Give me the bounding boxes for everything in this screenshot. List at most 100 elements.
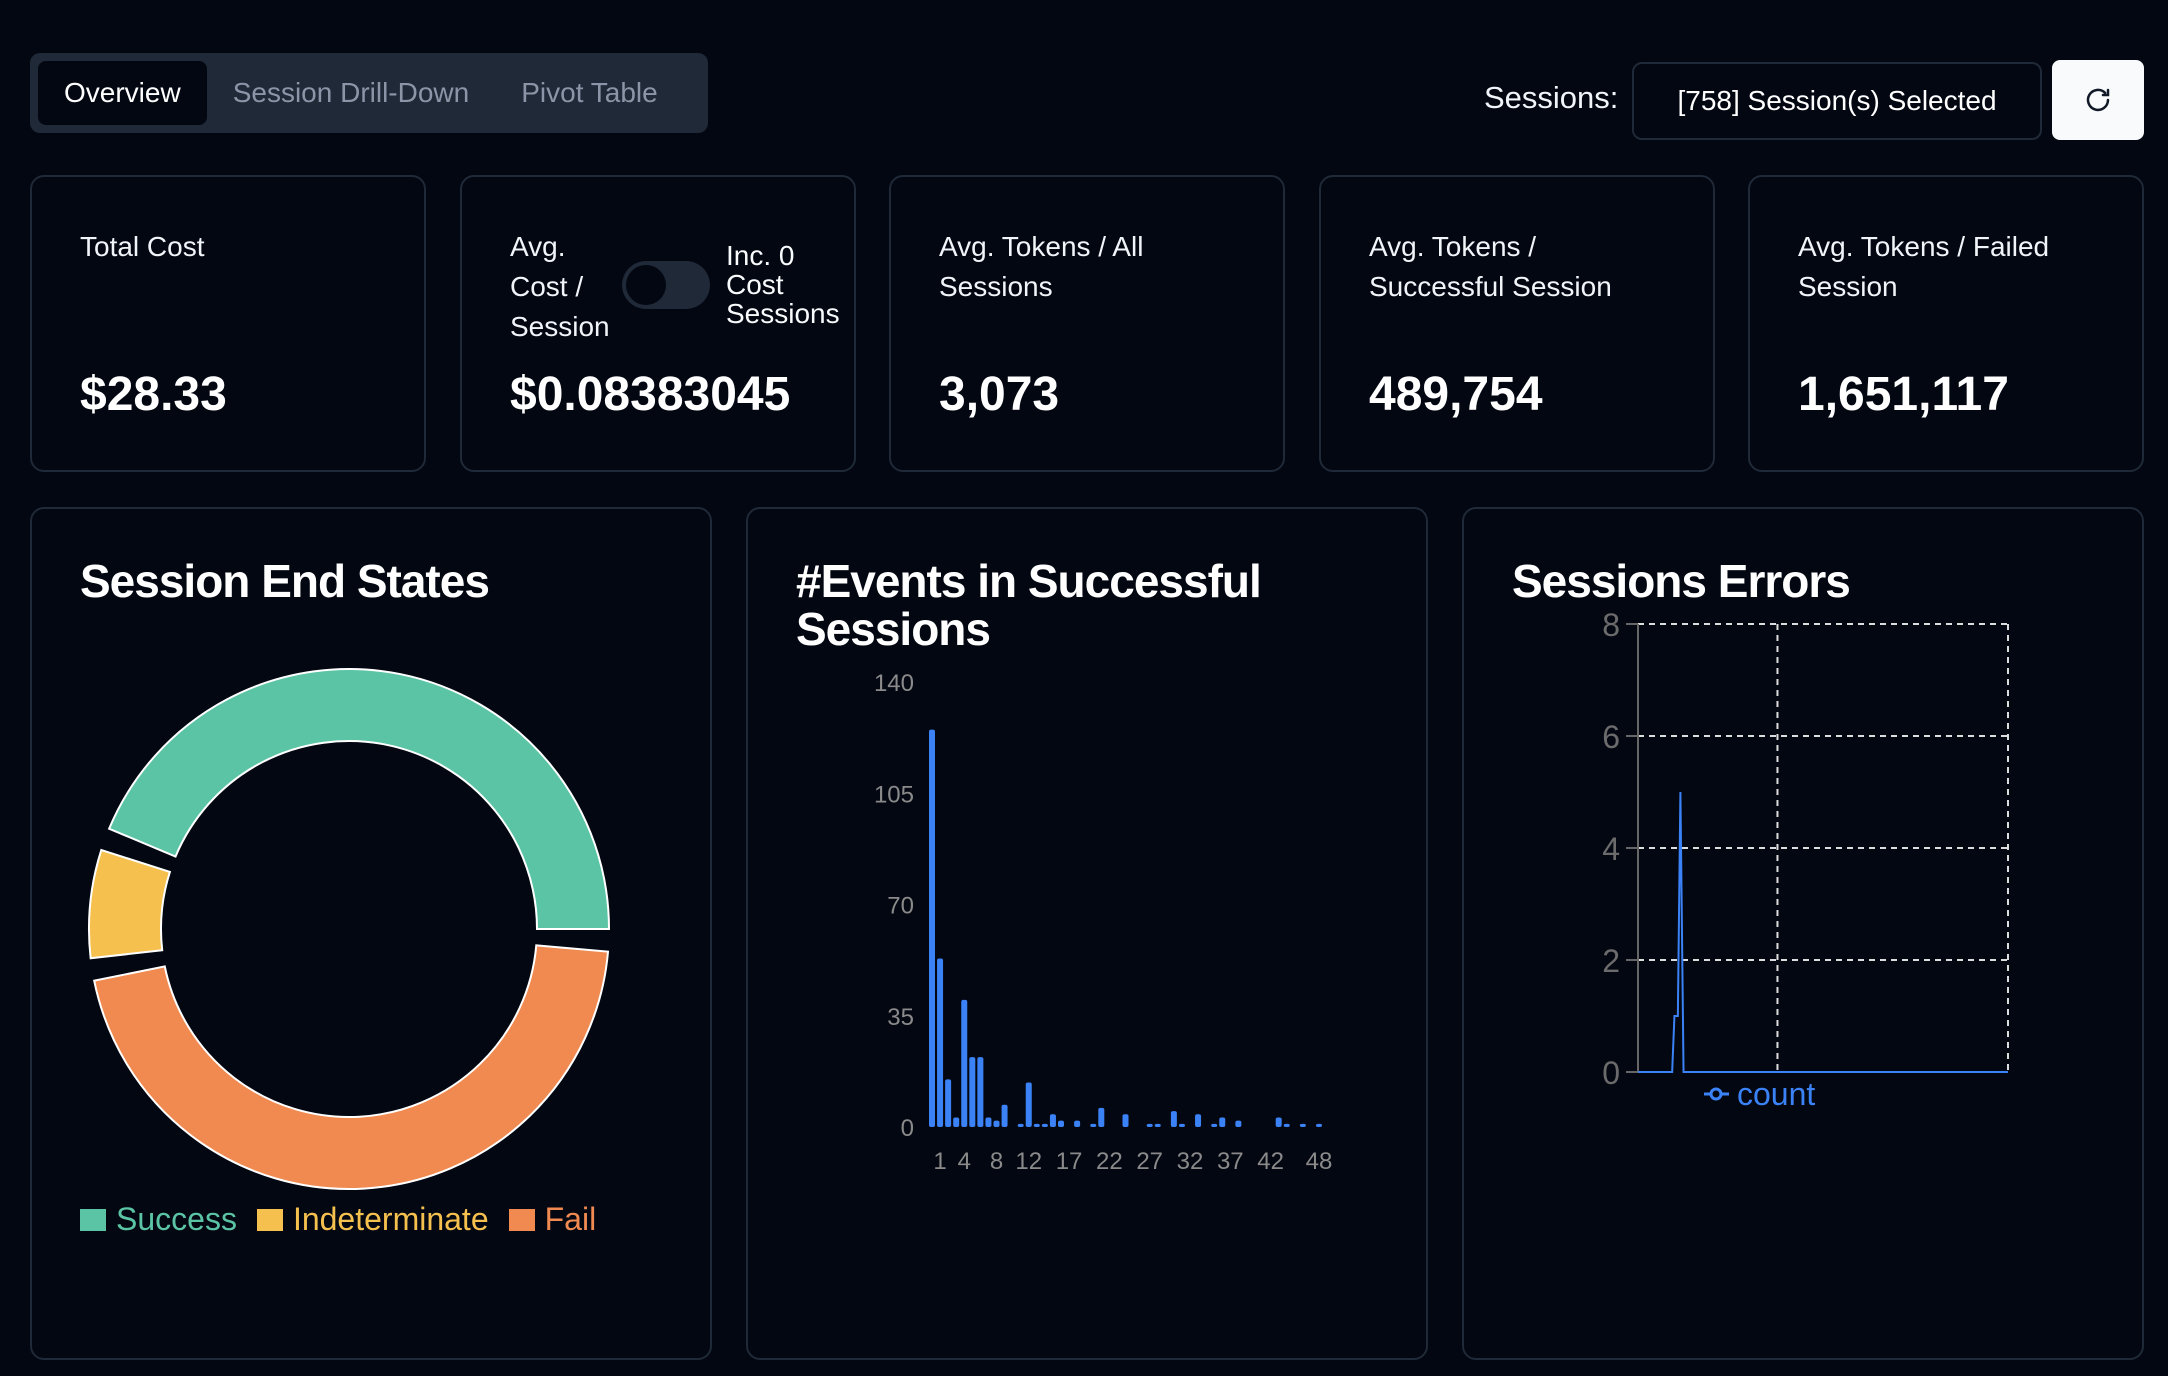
- chart-title: #Events in Successful Sessions: [796, 555, 1262, 655]
- y-tick-label: 6: [1602, 719, 1620, 755]
- donut-slice-indeterminate: [88, 848, 172, 960]
- x-tick-label: 17: [1056, 1148, 1083, 1175]
- bar: [1074, 1120, 1081, 1127]
- kpi-value: $28.33: [80, 368, 227, 421]
- bar: [1195, 1114, 1202, 1127]
- bar: [953, 1117, 960, 1127]
- session-select[interactable]: [758] Session(s) Selected: [1632, 62, 2042, 140]
- x-tick-label: 37: [1217, 1148, 1244, 1175]
- x-tick-label: 8: [990, 1148, 1003, 1175]
- legend-swatch: [80, 1209, 106, 1231]
- donut-legend: Success Indeterminate Fail: [80, 1201, 596, 1238]
- y-tick-label: 0: [1602, 1055, 1620, 1091]
- bar: [961, 999, 968, 1127]
- kpi-avg-tokens-all: Avg. Tokens / All Sessions 3,073: [889, 175, 1285, 472]
- bar: [1146, 1123, 1153, 1127]
- bar: [1049, 1114, 1056, 1127]
- legend-swatch: [508, 1209, 535, 1231]
- bar: [1025, 1082, 1032, 1127]
- kpi-value: 1,651,117: [1798, 368, 2009, 421]
- refresh-icon: [2086, 88, 2110, 112]
- x-tick-label: 32: [1177, 1148, 1204, 1175]
- toggle-label: Inc. 0 Cost Sessions: [726, 240, 840, 329]
- toggle-knob: [626, 265, 666, 305]
- bar: [969, 1057, 976, 1127]
- legend-item-success[interactable]: Success: [80, 1201, 237, 1238]
- chart-title: Sessions Errors: [1512, 555, 1851, 607]
- y-tick-label: 0: [901, 1115, 914, 1142]
- y-tick-label: 8: [1602, 607, 1620, 643]
- x-tick-label: 22: [1096, 1148, 1123, 1175]
- y-tick-label: 4: [1602, 831, 1620, 867]
- kpi-label: Avg. Tokens / All Sessions: [939, 231, 1144, 302]
- donut-chart: [88, 668, 611, 1190]
- tab-overview[interactable]: Overview: [38, 61, 207, 125]
- donut-slice-fail: [93, 944, 610, 1190]
- x-tick-label: 42: [1257, 1148, 1284, 1175]
- x-tick-label: 4: [958, 1148, 971, 1175]
- bar: [1178, 1123, 1185, 1127]
- legend-marker-icon: [1709, 1087, 1723, 1101]
- bar: [1316, 1123, 1322, 1127]
- kpi-avg-cost: Avg. Cost / Session Inc. 0 Cost Sessions…: [460, 175, 856, 472]
- kpi-value: 489,754: [1369, 368, 1543, 421]
- kpi-value: 3,073: [939, 368, 1060, 421]
- bar: [1001, 1104, 1008, 1127]
- refresh-button[interactable]: [2052, 60, 2144, 140]
- kpi-label: Avg. Tokens / Failed Session: [1798, 231, 2050, 302]
- bar: [929, 729, 935, 1127]
- bar: [1122, 1114, 1129, 1127]
- legend-label: Indeterminate: [292, 1201, 489, 1237]
- bar: [1098, 1107, 1105, 1127]
- kpi-label: Avg. Tokens / Successful Session: [1369, 231, 1612, 302]
- bar: [1211, 1123, 1218, 1127]
- bar: [1299, 1123, 1306, 1127]
- series-line-count: [1638, 791, 2008, 1073]
- kpi-avg-tokens-failed: Avg. Tokens / Failed Session 1,651,117: [1748, 175, 2144, 472]
- bar: [1033, 1123, 1040, 1127]
- include-zero-cost-toggle[interactable]: [622, 261, 710, 309]
- bar: [1219, 1117, 1226, 1127]
- events-successful-panel: #Events in Successful Sessions 0 35 70 105 1…: [746, 507, 1428, 1360]
- bar: [1154, 1123, 1161, 1127]
- y-tick-label: 35: [887, 1004, 914, 1031]
- legend-label: Success: [116, 1201, 237, 1237]
- legend-item-indeterminate[interactable]: Indeterminate: [256, 1201, 489, 1238]
- kpi-avg-tokens-success: Avg. Tokens / Successful Session 489,754: [1319, 175, 1715, 472]
- kpi-label: Total Cost: [80, 231, 205, 262]
- bar: [985, 1117, 992, 1127]
- y-tick-label: 2: [1602, 943, 1620, 979]
- x-tick-label: 1: [933, 1148, 946, 1175]
- kpi-label: Avg. Cost / Session: [510, 231, 610, 342]
- x-tick-label: 48: [1306, 1148, 1333, 1175]
- bar: [937, 958, 944, 1127]
- x-tick-label: 12: [1015, 1148, 1042, 1175]
- bar: [1041, 1123, 1048, 1127]
- chart-title: Session End States: [80, 555, 490, 607]
- donut-slice-success: [107, 668, 611, 930]
- y-tick-label: 105: [874, 781, 914, 808]
- x-tick-label: 27: [1136, 1148, 1163, 1175]
- sessions-label: Sessions:: [1484, 80, 1619, 115]
- view-tabs: Overview Session Drill-Down Pivot Table: [30, 53, 708, 133]
- legend-label: count: [1737, 1076, 1815, 1112]
- tab-session-drill-down[interactable]: Session Drill-Down: [232, 77, 470, 108]
- line-chart: 0 2 4 6 8 count: [1602, 607, 2009, 1112]
- bar: [1235, 1120, 1242, 1127]
- legend-label: Fail: [544, 1201, 597, 1237]
- bar: [1017, 1123, 1024, 1127]
- sessions-errors-panel: Sessions Errors 0 2 4 6 8 count: [1462, 507, 2144, 1360]
- legend-item-fail[interactable]: Fail: [508, 1201, 597, 1238]
- tab-pivot-table[interactable]: Pivot Table: [521, 77, 658, 108]
- bar: [993, 1120, 1000, 1127]
- bar: [1170, 1111, 1177, 1127]
- legend-swatch: [256, 1209, 283, 1231]
- bar: [1090, 1123, 1097, 1127]
- session-end-states-panel: Session End States Success Indeterminate…: [30, 507, 712, 1360]
- kpi-value: $0.08383045: [510, 368, 791, 421]
- y-tick-label: 140: [874, 670, 914, 697]
- kpi-total-cost: Total Cost $28.33: [30, 175, 426, 472]
- bar: [1275, 1117, 1282, 1127]
- bar: [1058, 1120, 1064, 1127]
